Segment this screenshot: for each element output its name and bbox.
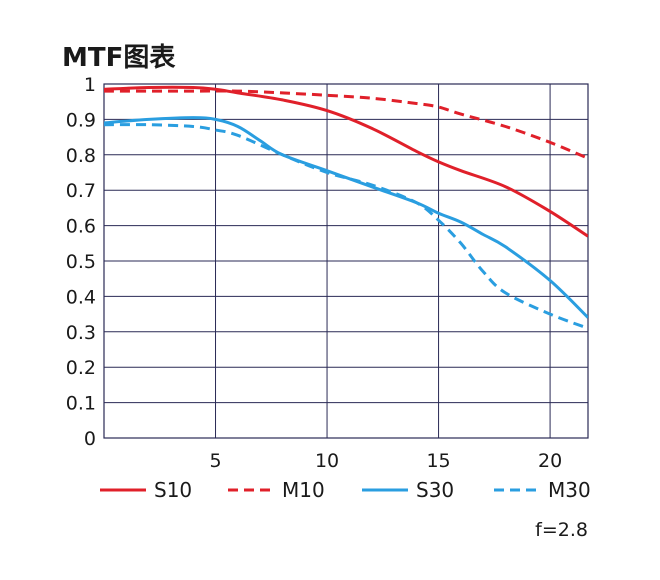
y-tick-label: 0.7: [66, 180, 96, 202]
y-tick-label: 0.4: [66, 286, 96, 308]
y-tick-label: 1: [84, 74, 96, 96]
chart-title: MTF图表: [62, 43, 176, 73]
plot-frame: [103, 83, 589, 439]
x-tick-label: 5: [209, 450, 221, 472]
legend-label-m30: M30: [548, 478, 591, 502]
y-tick-label: 0.2: [66, 357, 96, 379]
series-line-s10: [104, 85, 588, 238]
y-tick-label: 0.9: [66, 109, 96, 131]
y-tick-label: 0.3: [66, 322, 96, 344]
y-tick-label: 0.8: [66, 145, 96, 167]
x-tick-label: 10: [315, 450, 339, 472]
series-line-m10: [104, 89, 588, 160]
y-tick-label: 0.6: [66, 216, 96, 238]
plot-area: 1 0.9 0.8 0.7 0.6 0.5 0.4 0.3 0.2 0.1 0 5 10 15 20: [66, 74, 589, 472]
legend: S10 M10 S30 M30: [100, 478, 591, 502]
series-line-m30: [104, 123, 588, 330]
x-tick-label: 20: [538, 450, 562, 472]
y-tick-label: 0: [84, 428, 96, 450]
y-tick-label: 0.5: [66, 251, 96, 273]
series-line-s30: [104, 116, 588, 319]
x-tick-label: 15: [426, 450, 450, 472]
y-tick-label: 0.1: [66, 393, 96, 415]
legend-label-s10: S10: [154, 478, 192, 502]
legend-label-m10: M10: [282, 478, 325, 502]
aperture-annotation: f=2.8: [535, 519, 588, 541]
legend-label-s30: S30: [416, 478, 454, 502]
